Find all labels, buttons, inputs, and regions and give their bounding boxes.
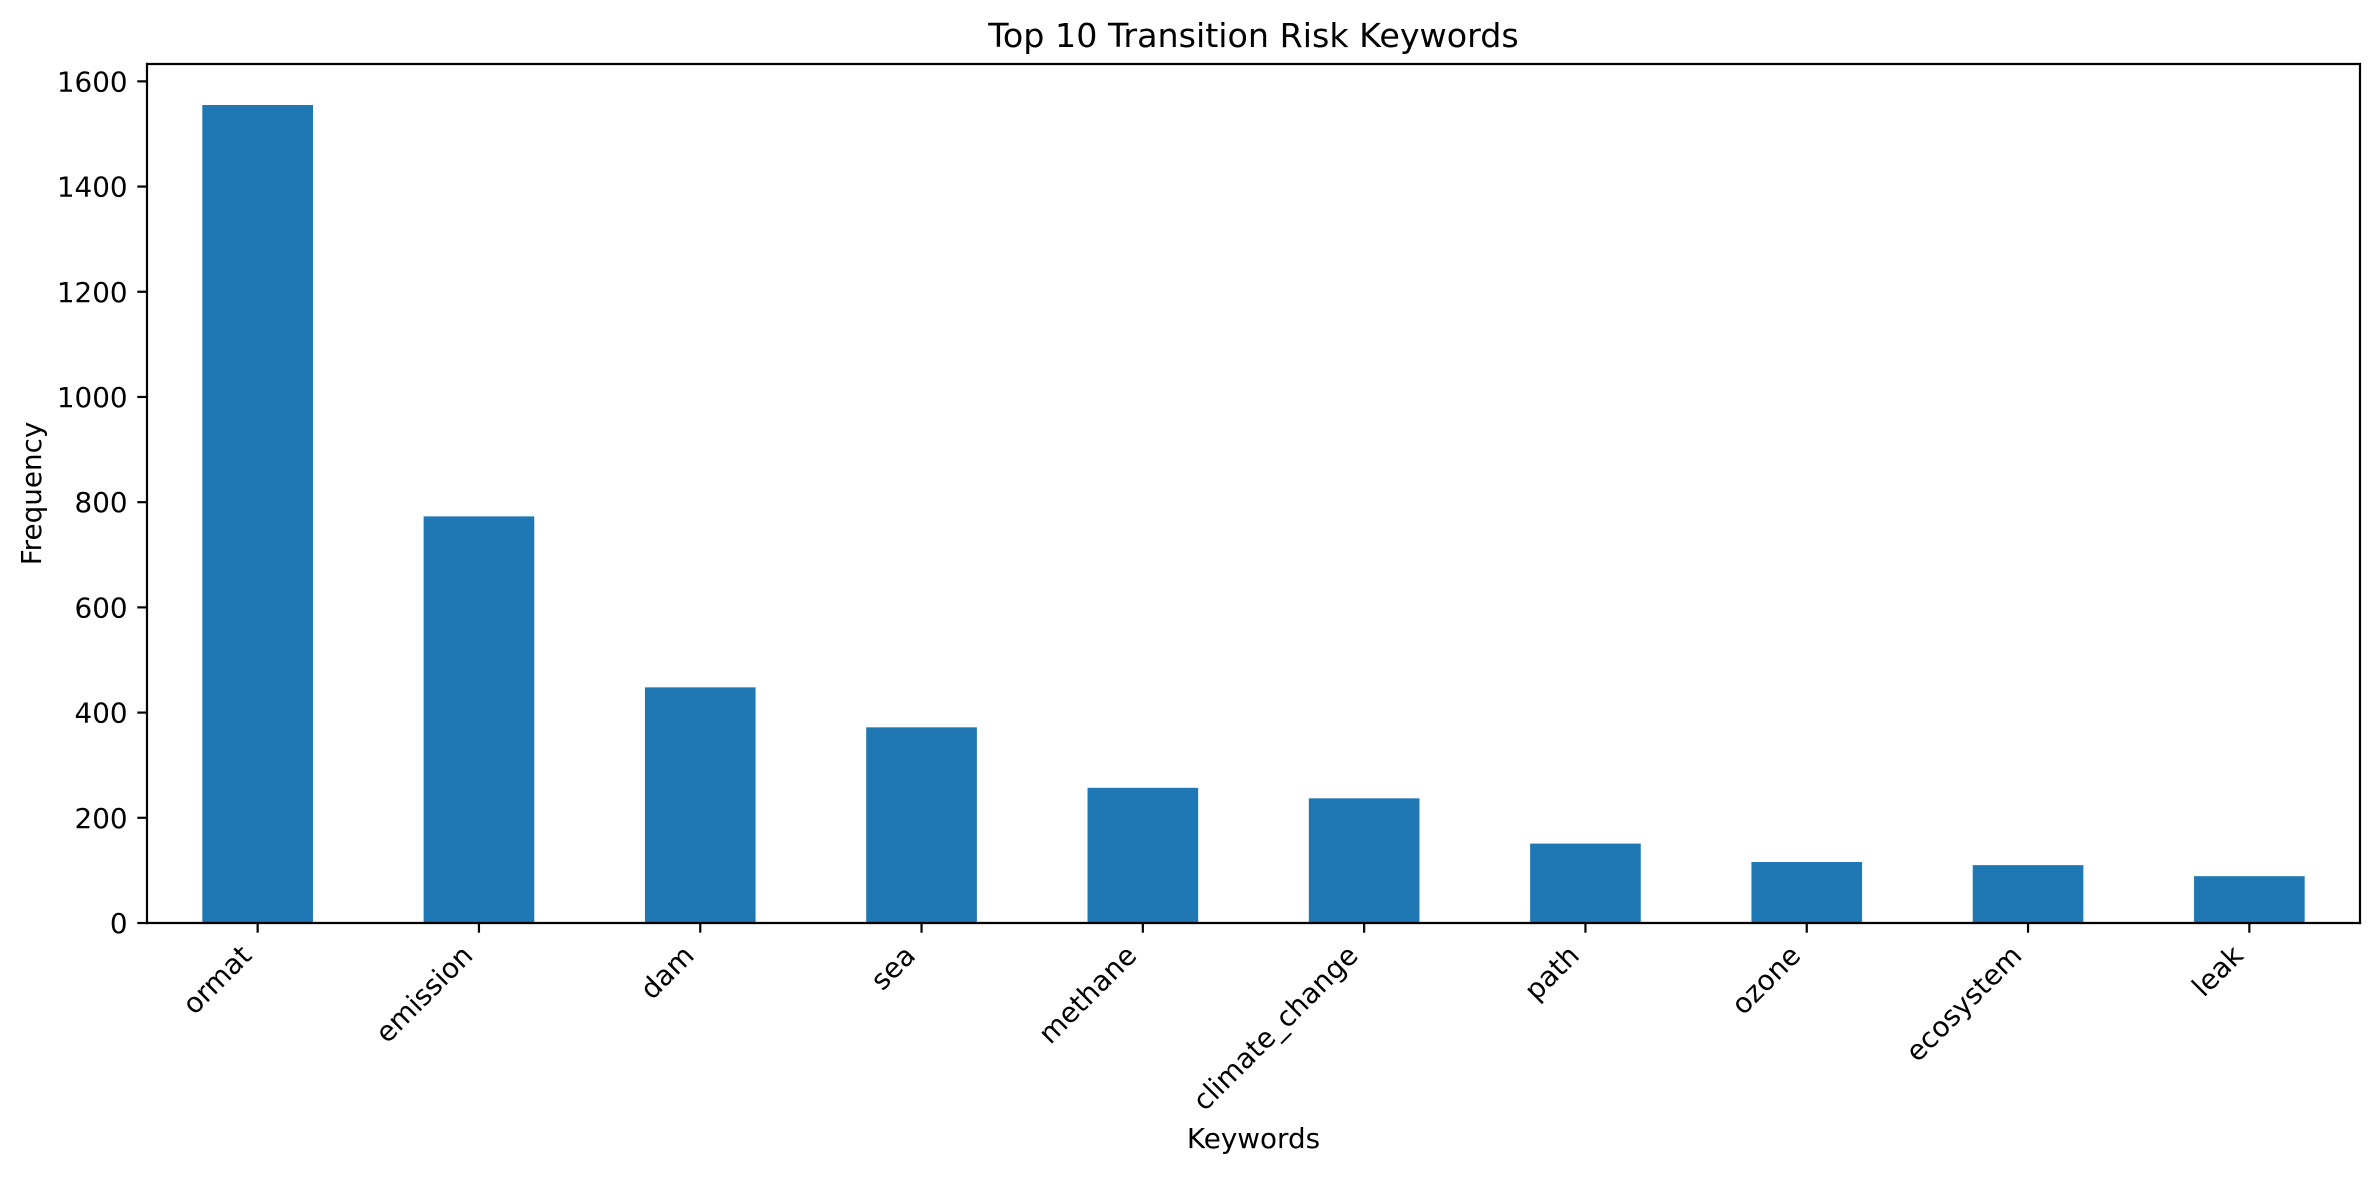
axes-spines <box>145 62 2362 925</box>
bar-climate-change <box>1308 798 1420 923</box>
bar-ozone <box>1751 861 1863 923</box>
y-axis-label: Frequency <box>15 422 48 566</box>
y-tick-label: 1000 <box>57 381 128 414</box>
bar-ormat <box>202 105 313 923</box>
bar-leak <box>2194 876 2305 923</box>
bar-ecosystem <box>1972 865 2084 923</box>
chart-title: Top 10 Transition Risk Keywords <box>987 16 1519 55</box>
y-tick-label: 1200 <box>57 276 128 309</box>
y-axis: 0 200 400 600 800 1000 1200 1400 1600 <box>57 65 147 940</box>
y-tick-label: 200 <box>75 802 128 835</box>
y-tick-label: 800 <box>75 486 128 519</box>
bar-sea <box>866 727 977 923</box>
y-tick-label: 0 <box>110 907 128 940</box>
bars-group <box>202 105 2305 923</box>
bar-emission <box>423 516 535 923</box>
bar-methane <box>1087 787 1199 923</box>
bar-path <box>1530 843 1641 923</box>
y-tick-label: 1600 <box>57 65 128 98</box>
y-tick-label: 1400 <box>57 171 128 204</box>
y-tick-label: 400 <box>75 697 128 730</box>
bar-dam <box>644 687 756 923</box>
y-tick-label: 600 <box>75 591 128 624</box>
x-axis-label: Keywords <box>1187 1122 1320 1155</box>
